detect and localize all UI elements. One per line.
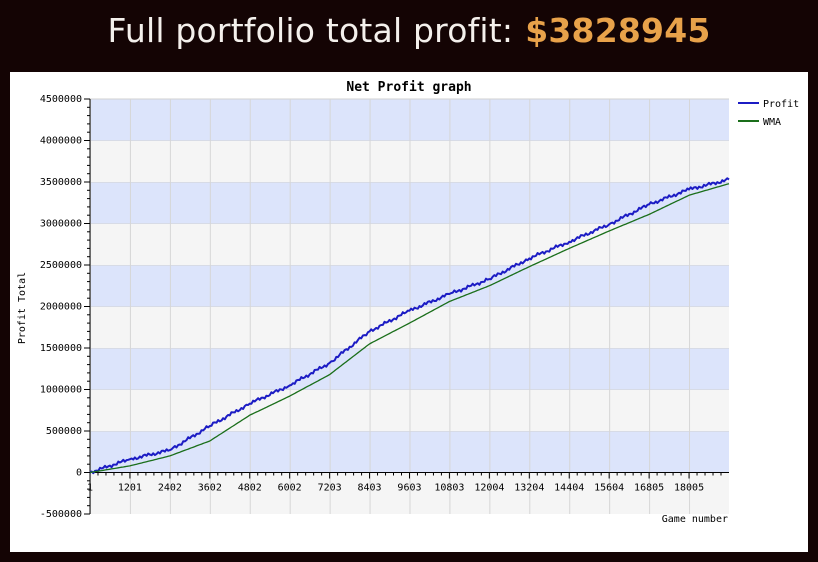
y-ticks: -500000 0 500000 1000000 1500000 2000000 25000…: [40, 94, 90, 520]
portfolio-header: Full portfolio total profit: $3828945: [0, 0, 818, 60]
legend-label: Profit: [763, 99, 799, 110]
y-tick-label: 0: [76, 468, 82, 479]
y-tick-label: 2000000: [40, 302, 82, 313]
x-tick-label: 1201: [118, 483, 142, 494]
x-tick-label: 18005: [674, 483, 704, 494]
series-line-profit: [89, 177, 730, 475]
portfolio-profit-amount: $3828945: [525, 10, 711, 50]
y-tick-label: 4500000: [40, 94, 82, 105]
chart-panel: -500000 0 500000 1000000 1500000 2000000 25000…: [10, 72, 808, 552]
y-tick-label: 1500000: [40, 343, 82, 354]
y-tick-label: 500000: [46, 426, 82, 437]
series-line-wma: [89, 183, 730, 474]
x-tick-label: 13204: [514, 483, 544, 494]
y-tick-label: -500000: [40, 509, 82, 520]
y-tick-label: 4000000: [40, 136, 82, 147]
x-tick-label: 1: [87, 483, 93, 494]
x-tick-label: 7203: [318, 483, 342, 494]
legend: Profit WMA: [738, 99, 799, 128]
y-tick-label: 3000000: [40, 219, 82, 230]
x-tick-label: 16805: [634, 483, 664, 494]
y-tick-label: 3500000: [40, 177, 82, 188]
x-tick-label: 9603: [397, 483, 421, 494]
x-tick-label: 4802: [238, 483, 262, 494]
x-tick-label: 14404: [554, 483, 584, 494]
x-tick-label: 15604: [594, 483, 624, 494]
x-ticks: 1 1201 2402 3602 4802 6002 7203 8403 9603 10803 12…: [87, 472, 722, 494]
x-tick-label: 3602: [198, 483, 222, 494]
legend-label: WMA: [763, 117, 781, 128]
series-lines: [89, 177, 730, 475]
net-profit-chart: -500000 0 500000 1000000 1500000 2000000 25000…: [17, 80, 799, 525]
x-tick-label: 12004: [474, 483, 504, 494]
y-axis-label: Profit Total: [17, 272, 28, 344]
y-tick-label: 2500000: [40, 260, 82, 271]
x-tick-label: 8403: [358, 483, 382, 494]
portfolio-profit-label: Full portfolio total profit:: [107, 10, 514, 50]
x-tick-label: 6002: [278, 483, 302, 494]
y-tick-label: 1000000: [40, 385, 82, 396]
chart-title: Net Profit graph: [346, 80, 471, 95]
x-tick-label: 2402: [158, 483, 182, 494]
x-tick-label: 10803: [434, 483, 464, 494]
x-axis-label: Game number: [662, 514, 728, 525]
